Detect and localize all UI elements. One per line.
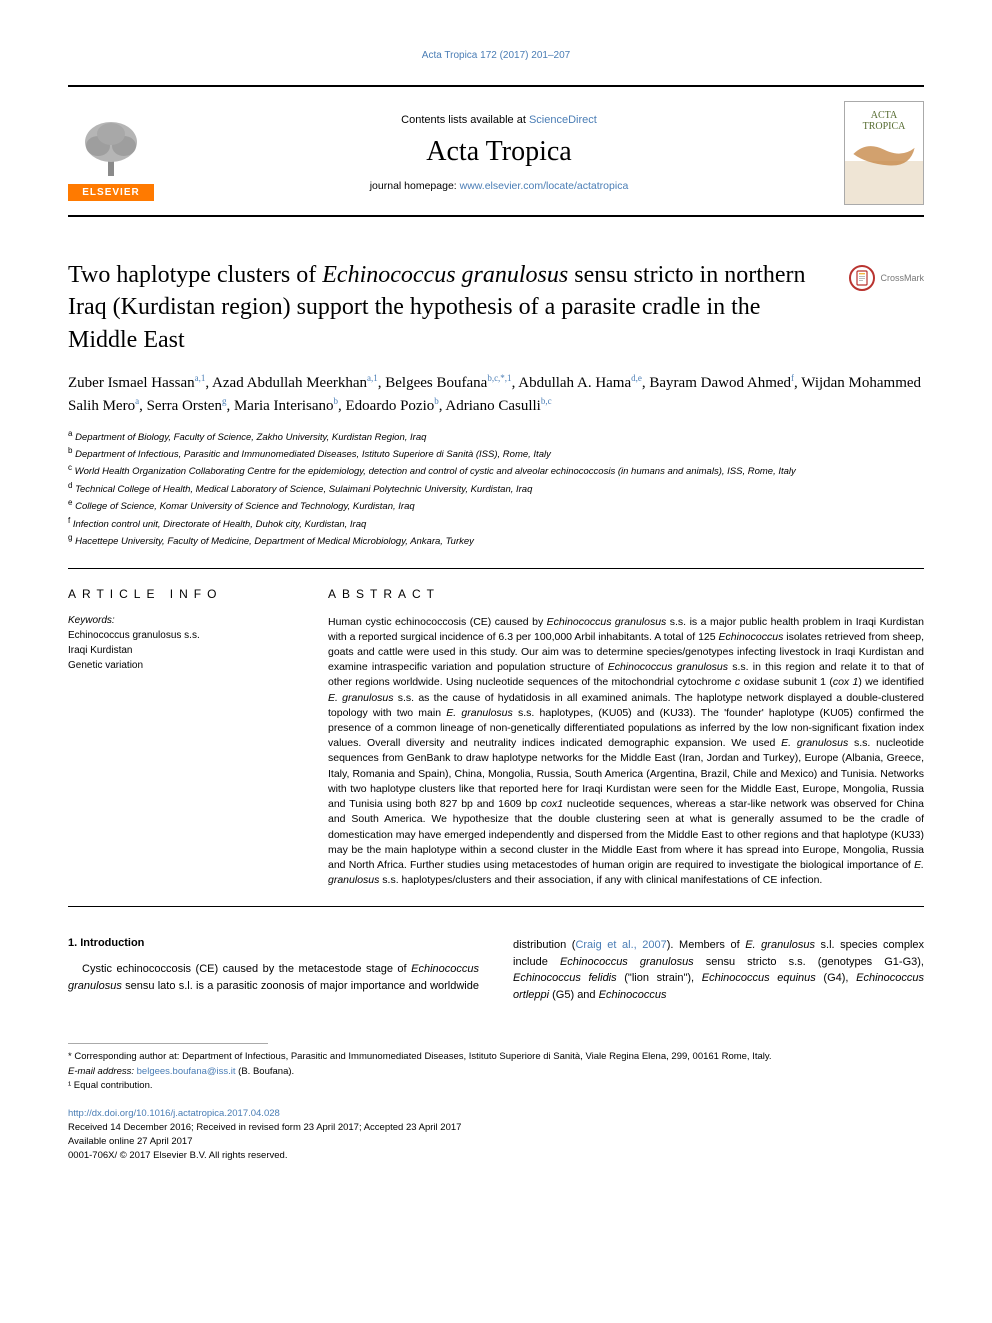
abstract-text: Human cystic echinococcosis (CE) caused … [328, 615, 924, 889]
intro-columns: 1. Introduction Cystic echinococcosis (C… [68, 937, 924, 1003]
intro-heading: 1. Introduction [68, 937, 479, 949]
keyword-item: Genetic variation [68, 658, 288, 673]
publisher-name: ELSEVIER [68, 184, 154, 201]
copyright-line: 0001-706X/ © 2017 Elsevier B.V. All righ… [68, 1149, 924, 1163]
corresponding-email[interactable]: belgees.boufana@iss.it [137, 1066, 236, 1077]
title-italic: Echinococcus granulosus [322, 262, 568, 288]
keyword-item: Echinococcus granulosus s.s. [68, 628, 288, 643]
running-head: Acta Tropica 172 (2017) 201–207 [68, 50, 924, 61]
elsevier-tree-icon [76, 118, 146, 180]
masthead-center: Contents lists available at ScienceDirec… [174, 114, 824, 192]
info-abstract-row: ARTICLE INFO Keywords: Echinococcus gran… [68, 587, 924, 889]
affiliation-item: c World Health Organization Collaboratin… [68, 462, 924, 479]
abstract-col: ABSTRACT Human cystic echinococcosis (CE… [328, 587, 924, 889]
footnotes: * Corresponding author at: Department of… [68, 1050, 924, 1093]
crossmark-icon [849, 265, 875, 291]
authors-line: Zuber Ismael Hassana,1, Azad Abdullah Me… [68, 372, 924, 418]
cover-map-icon [849, 132, 919, 176]
journal-masthead: ELSEVIER Contents lists available at Sci… [68, 85, 924, 217]
keywords-list: Echinococcus granulosus s.s.Iraqi Kurdis… [68, 628, 288, 673]
journal-homepage-link[interactable]: www.elsevier.com/locate/actatropica [460, 180, 629, 192]
affiliation-item: e College of Science, Komar University o… [68, 497, 924, 514]
affiliation-item: g Hacettepe University, Faculty of Medic… [68, 532, 924, 549]
abstract-head: ABSTRACT [328, 587, 924, 601]
email-label: E-mail address: [68, 1066, 137, 1077]
journal-homepage-line: journal homepage: www.elsevier.com/locat… [174, 180, 824, 192]
running-head-text: Acta Tropica 172 (2017) 201–207 [422, 50, 570, 61]
title-block: Two haplotype clusters of Echinococcus g… [68, 259, 924, 356]
publisher-logo: ELSEVIER [68, 105, 154, 201]
article-history: Received 14 December 2016; Received in r… [68, 1121, 924, 1135]
divider [68, 568, 924, 569]
article-title: Two haplotype clusters of Echinococcus g… [68, 259, 829, 356]
journal-title: Acta Tropica [174, 136, 824, 168]
corresponding-author-note: * Corresponding author at: Department of… [68, 1050, 924, 1064]
email-suffix: (B. Boufana). [236, 1066, 295, 1077]
article-info-head: ARTICLE INFO [68, 587, 288, 601]
article-footer: http://dx.doi.org/10.1016/j.actatropica.… [68, 1107, 924, 1162]
affiliation-item: f Infection control unit, Directorate of… [68, 515, 924, 532]
affiliations: a Department of Biology, Faculty of Scie… [68, 428, 924, 550]
journal-cover-thumb: ACTA TROPICA [844, 101, 924, 205]
crossmark-badge[interactable]: CrossMark [849, 265, 924, 291]
equal-contribution-note: ¹ Equal contribution. [68, 1079, 924, 1093]
contents-available-line: Contents lists available at ScienceDirec… [174, 114, 824, 126]
divider [68, 906, 924, 907]
footnote-rule [68, 1043, 268, 1044]
affiliation-item: b Department of Infectious, Parasitic an… [68, 445, 924, 462]
article-info-col: ARTICLE INFO Keywords: Echinococcus gran… [68, 587, 288, 889]
available-online: Available online 27 April 2017 [68, 1135, 924, 1149]
cover-text-top: ACTA [871, 110, 897, 121]
affiliation-item: d Technical College of Health, Medical L… [68, 480, 924, 497]
email-line: E-mail address: belgees.boufana@iss.it (… [68, 1065, 924, 1079]
keywords-label: Keywords: [68, 615, 288, 626]
crossmark-label: CrossMark [880, 273, 924, 283]
affiliation-item: a Department of Biology, Faculty of Scie… [68, 428, 924, 445]
cover-text-bot: TROPICA [863, 121, 906, 132]
page: Acta Tropica 172 (2017) 201–207 ELSEVIER [0, 0, 992, 1192]
contents-prefix: Contents lists available at [401, 114, 529, 126]
introduction-section: 1. Introduction Cystic echinococcosis (C… [68, 937, 924, 1003]
homepage-prefix: journal homepage: [370, 180, 460, 192]
title-p0: Two haplotype clusters of [68, 262, 322, 288]
keyword-item: Iraqi Kurdistan [68, 643, 288, 658]
doi-link[interactable]: http://dx.doi.org/10.1016/j.actatropica.… [68, 1108, 280, 1119]
sciencedirect-link[interactable]: ScienceDirect [529, 114, 597, 126]
cover-title: ACTA TROPICA [863, 110, 906, 132]
